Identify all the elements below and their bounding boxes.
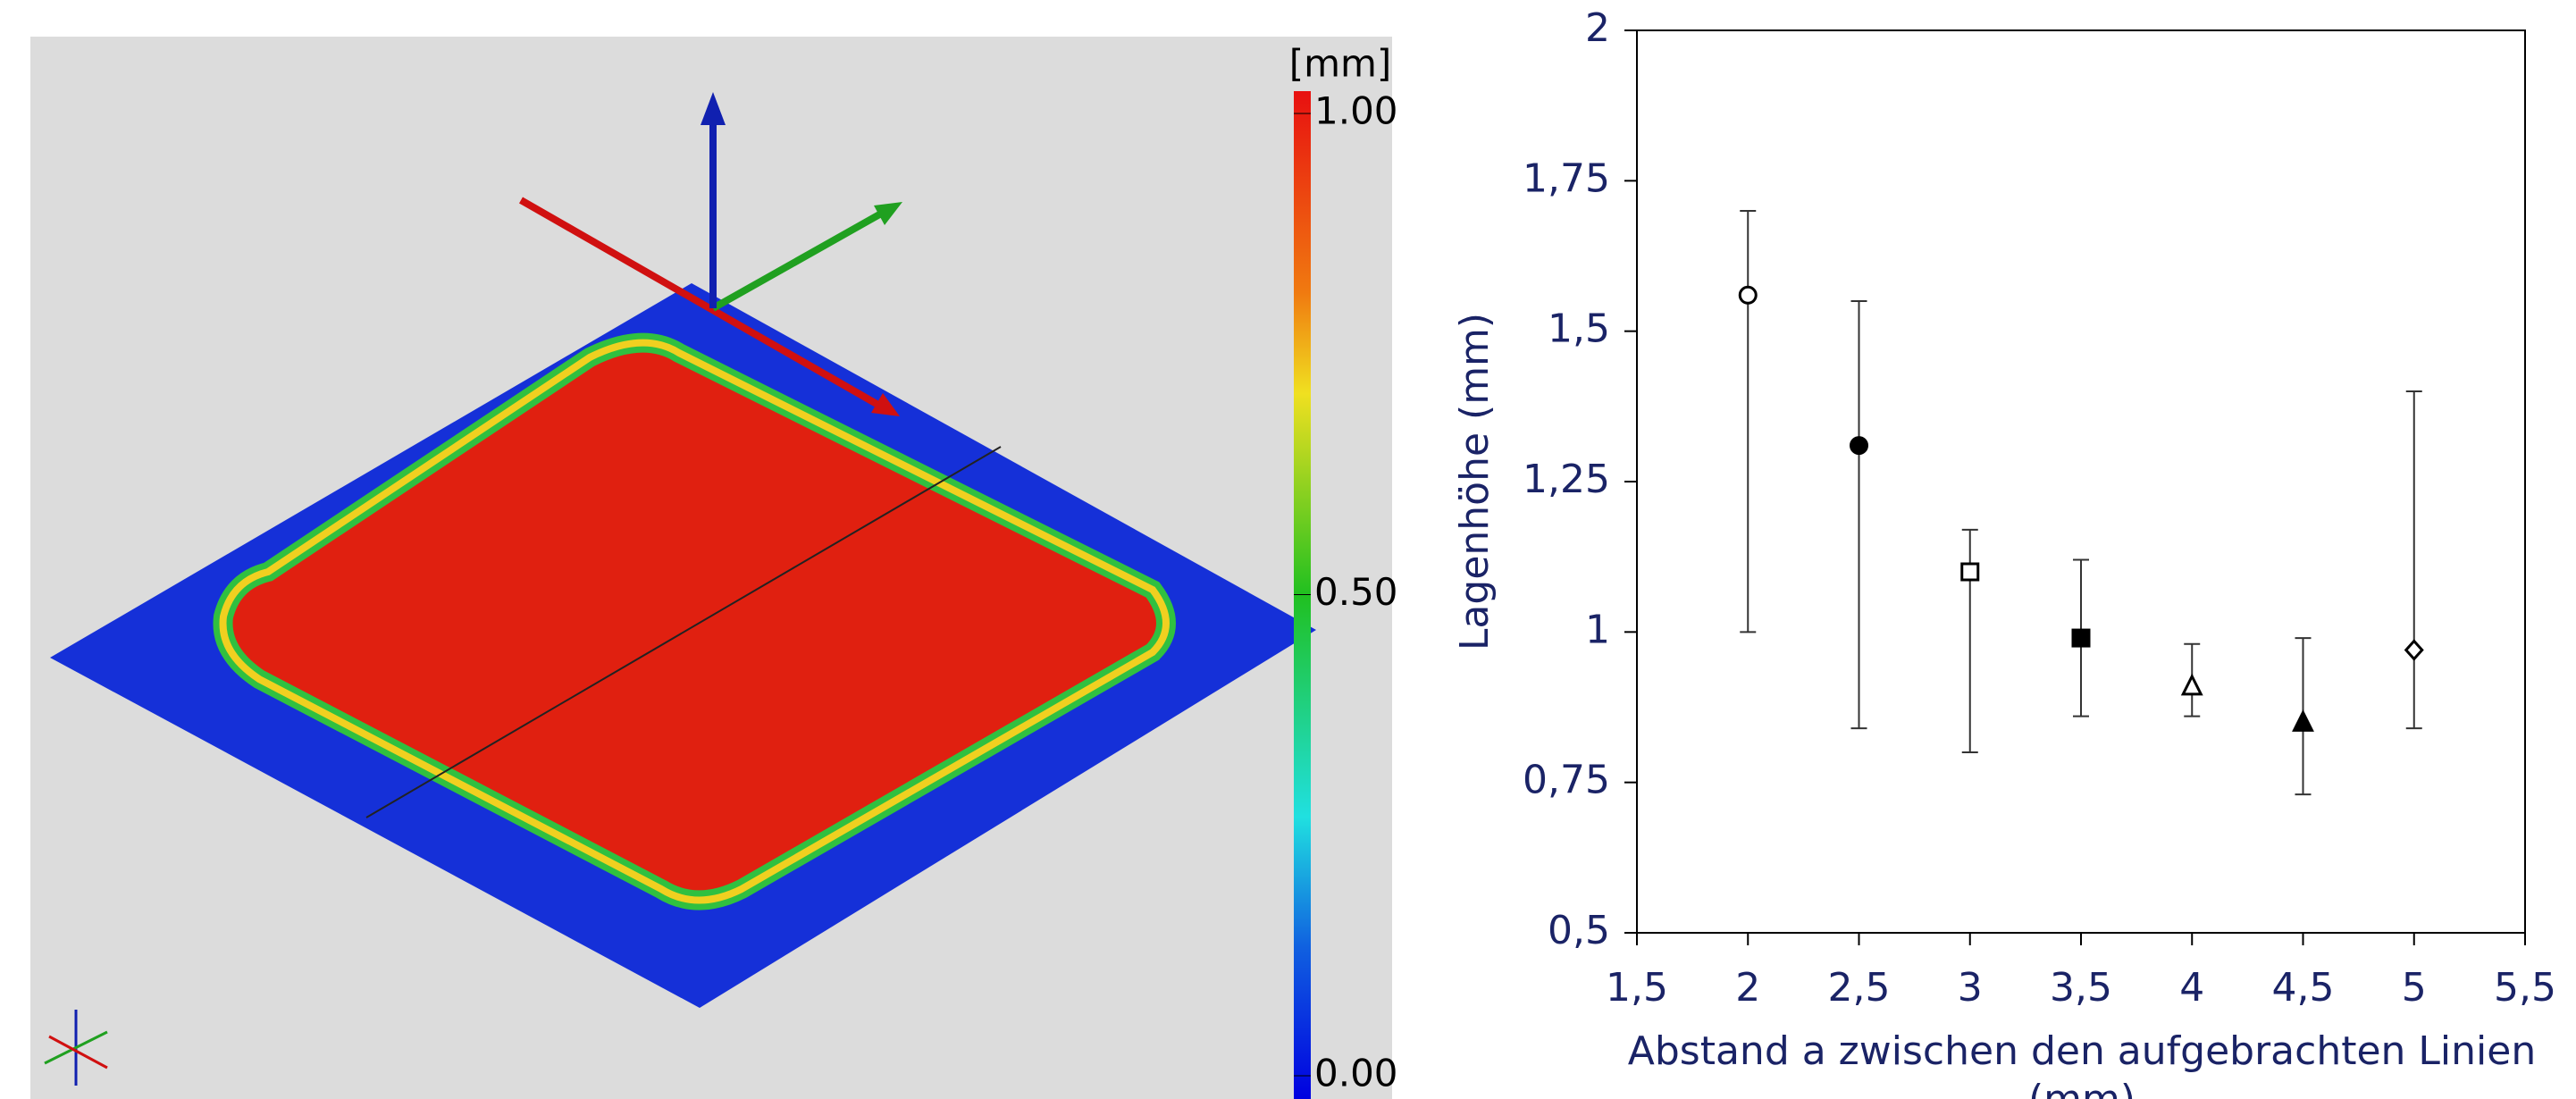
colorbar-tick-label: 0.50 (1314, 570, 1398, 614)
colorbar-unit: [mm] (1289, 42, 1392, 86)
marker (2073, 630, 2089, 646)
x-tick-label: 1,5 (1606, 965, 1668, 1011)
y-tick-label: 1,25 (1523, 457, 1610, 502)
y-axis-label: Lagenhöhe (mm) (1452, 313, 1498, 650)
colorbar-tick-label: 1.00 (1314, 89, 1398, 133)
x-tick-label: 3 (1958, 965, 1983, 1011)
x-tick-label: 5,5 (2494, 965, 2556, 1011)
y-tick-label: 1,75 (1523, 155, 1610, 201)
x-tick-label: 2,5 (1828, 965, 1891, 1011)
y-tick-label: 1 (1585, 607, 1610, 652)
y-tick-label: 0,75 (1523, 758, 1610, 803)
marker (2295, 712, 2312, 730)
figure: [mm] 0,5 0,75 1 1,25 1,5 1,75 2 1,5 2 2,5 3 3,5 4 4,5… (0, 0, 2576, 1099)
x-tick-label: 4,5 (2272, 965, 2335, 1011)
marker (1740, 287, 1756, 303)
x-tick-label: 3,5 (2050, 965, 2112, 1011)
scan-panel: [mm] (30, 37, 1392, 1099)
y-tick-label: 1,5 (1548, 306, 1610, 352)
marker (1851, 438, 1867, 454)
x-label-box: Abstand a zwischen den aufgebrachten Lin… (1590, 1028, 2573, 1099)
plot-frame (1637, 30, 2525, 933)
y-tick-label: 0,5 (1548, 908, 1610, 953)
chart: 0,5 0,75 1 1,25 1,5 1,75 2 1,5 2 2,5 3 3,5 4 4,5 5 5,5 L… (1452, 5, 2556, 1011)
x-tick-label: 5 (2402, 965, 2427, 1011)
marker (2406, 642, 2422, 659)
y-tick-label: 2 (1585, 5, 1610, 51)
marker (1962, 564, 1978, 580)
page: [mm] 0,5 0,75 1 1,25 1,5 1,75 2 1,5 2 2,5 3 3,5 4 4,5… (0, 0, 2576, 1099)
x-tick-label: 2 (1735, 965, 1760, 1011)
x-tick-label: 4 (2179, 965, 2204, 1011)
x-axis-label: Abstand a zwischen den aufgebrachten Lin… (1613, 1028, 2551, 1099)
colorbar-tick-label: 0.00 (1314, 1052, 1398, 1095)
marker (2183, 676, 2201, 694)
